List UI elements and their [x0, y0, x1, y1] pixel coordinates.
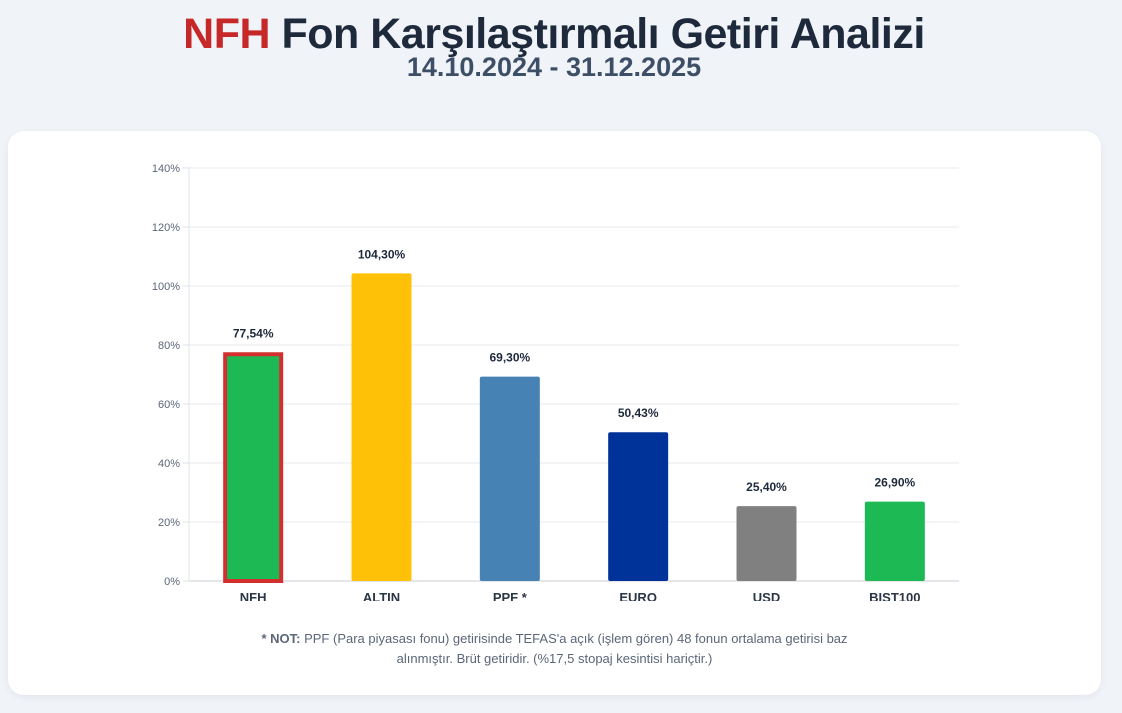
page-title: NFH Fon Karşılaştırmalı Getiri Analizi: [0, 8, 1108, 60]
grid-lines: [183, 167, 959, 582]
x-tick-label: ALTIN: [363, 590, 400, 601]
bar-value-label: 50,43%: [618, 406, 659, 420]
title-text: Fon Karşılaştırmalı Getiri Analizi: [281, 10, 926, 58]
y-tick-label: 20%: [158, 517, 180, 529]
y-tick-label: 120%: [152, 222, 180, 234]
bar-value-label: 104,30%: [358, 247, 406, 261]
y-axis-ticks: 0% 20% 40% 60% 80% 100% 120% 140%: [152, 163, 180, 588]
footnote: * NOT: PPF (Para piyasası fonu) getirisi…: [8, 629, 1101, 669]
header: NFH Fon Karşılaştırmalı Getiri Analizi 1…: [0, 8, 1108, 82]
x-tick-label: EURO: [619, 590, 657, 601]
bar-value-label: 25,40%: [746, 480, 787, 494]
bar-bist100: [864, 501, 925, 581]
value-labels: 77,54% 104,30% 69,30% 50,43% 25,40% 26,90%: [233, 247, 916, 494]
chart-card: 0% 20% 40% 60% 80% 100% 120% 140% 77,54% 104,30%…: [8, 131, 1101, 695]
bar-ppf: [479, 376, 540, 581]
bar-value-label: 77,54%: [233, 326, 274, 340]
x-tick-label: PPF *: [493, 590, 528, 601]
bar-value-label: 69,30%: [489, 351, 530, 365]
x-tick-label: USD: [753, 590, 780, 601]
date-range-subtitle: 14.10.2024 - 31.12.2025: [406, 52, 702, 82]
title-brand: NFH: [183, 10, 271, 58]
bar-chart: 0% 20% 40% 60% 80% 100% 120% 140% 77,54% 104,30%…: [152, 163, 959, 601]
bar-usd: [736, 506, 797, 581]
bar-euro: [608, 432, 669, 581]
footnote-label: * NOT:: [261, 631, 301, 646]
x-tick-label: BIST100: [869, 590, 920, 601]
y-tick-label: 40%: [158, 458, 180, 470]
x-tick-label: NFH: [240, 590, 267, 601]
bar-value-label: 26,90%: [874, 476, 915, 490]
y-tick-label: 0%: [164, 576, 180, 588]
x-axis-ticks: NFH ALTIN PPF * EURO USD BIST100: [240, 590, 921, 601]
footnote-text: PPF (Para piyasası fonu) getirisinde TEF…: [304, 631, 848, 666]
bar-nfh: [223, 352, 284, 583]
bar-altin: [351, 273, 412, 581]
y-tick-label: 140%: [152, 163, 180, 175]
bars: [223, 273, 925, 583]
y-tick-label: 60%: [158, 399, 180, 411]
y-tick-label: 80%: [158, 340, 180, 352]
y-tick-label: 100%: [152, 281, 180, 293]
